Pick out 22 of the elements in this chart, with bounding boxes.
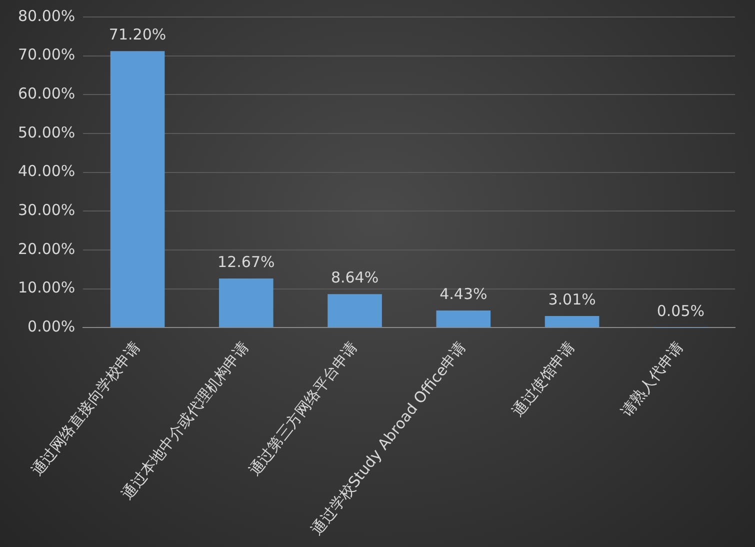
data-label: 71.20%: [108, 26, 166, 44]
y-tick-label: 0.00%: [28, 318, 76, 336]
bar: [328, 294, 382, 328]
x-tick-label: 请熟人代申请: [617, 338, 687, 420]
y-tick-label: 50.00%: [18, 123, 76, 142]
y-tick-label: 40.00%: [18, 162, 76, 180]
data-label: 8.64%: [330, 268, 379, 287]
y-tick-label: 30.00%: [18, 201, 76, 220]
data-label: 12.67%: [218, 252, 275, 271]
y-tick-label: 60.00%: [18, 84, 76, 103]
bar: [544, 316, 600, 328]
bar: [218, 278, 274, 328]
bar: [436, 310, 491, 328]
y-tick-label: 70.00%: [18, 46, 76, 64]
data-label: 3.01%: [548, 290, 596, 308]
bar: [110, 51, 165, 328]
data-label: 0.05%: [656, 302, 705, 320]
y-tick-label: 20.00%: [18, 240, 76, 258]
x-tick-label: 通过使馆申请: [508, 338, 578, 420]
y-tick-label: 10.00%: [18, 278, 76, 297]
data-label: 4.43%: [440, 284, 488, 303]
y-tick-label: 80.00%: [18, 6, 76, 25]
